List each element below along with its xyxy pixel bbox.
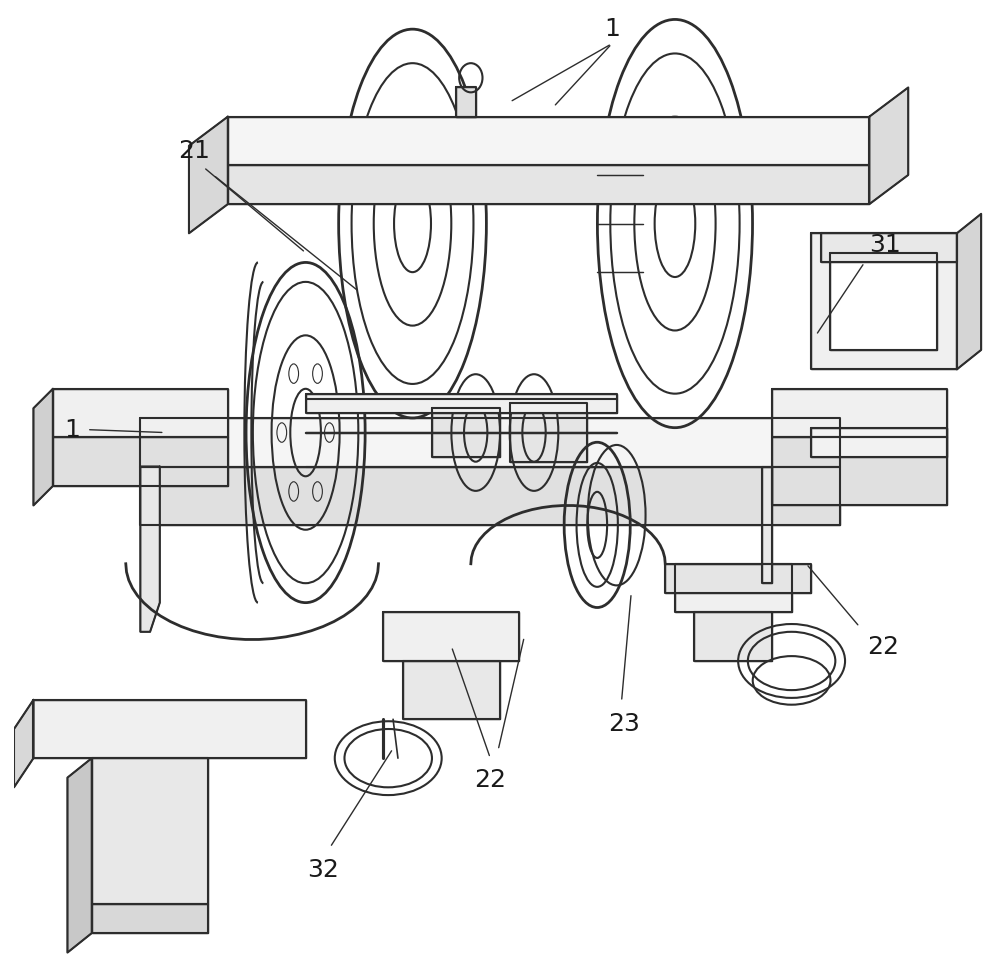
Polygon shape xyxy=(772,437,947,505)
Polygon shape xyxy=(957,214,981,369)
Polygon shape xyxy=(306,394,617,413)
Polygon shape xyxy=(228,117,869,165)
Polygon shape xyxy=(228,165,869,204)
Polygon shape xyxy=(675,564,792,612)
Polygon shape xyxy=(33,389,53,505)
Polygon shape xyxy=(67,758,92,953)
Polygon shape xyxy=(189,117,228,233)
Polygon shape xyxy=(33,700,306,758)
Polygon shape xyxy=(92,758,208,904)
Polygon shape xyxy=(432,408,500,457)
Text: 23: 23 xyxy=(608,712,640,736)
Polygon shape xyxy=(53,389,228,437)
Polygon shape xyxy=(811,428,947,457)
Polygon shape xyxy=(456,87,476,117)
Text: 22: 22 xyxy=(867,635,899,659)
Polygon shape xyxy=(510,403,587,462)
Polygon shape xyxy=(140,467,840,525)
Text: 22: 22 xyxy=(474,768,506,792)
Polygon shape xyxy=(830,253,937,350)
Text: 32: 32 xyxy=(307,858,339,883)
Polygon shape xyxy=(92,904,208,933)
Polygon shape xyxy=(403,661,500,719)
Polygon shape xyxy=(53,437,228,486)
Polygon shape xyxy=(762,467,772,583)
Polygon shape xyxy=(869,87,908,204)
Text: 21: 21 xyxy=(178,139,210,163)
Polygon shape xyxy=(14,700,33,787)
Text: 1: 1 xyxy=(604,17,620,41)
Text: 31: 31 xyxy=(869,232,901,257)
Polygon shape xyxy=(383,612,519,661)
Polygon shape xyxy=(811,233,957,369)
Text: 1: 1 xyxy=(64,418,80,441)
Polygon shape xyxy=(821,233,957,262)
Polygon shape xyxy=(140,418,840,467)
Polygon shape xyxy=(694,612,772,661)
Polygon shape xyxy=(140,467,160,632)
Polygon shape xyxy=(665,564,811,593)
Polygon shape xyxy=(772,389,947,437)
